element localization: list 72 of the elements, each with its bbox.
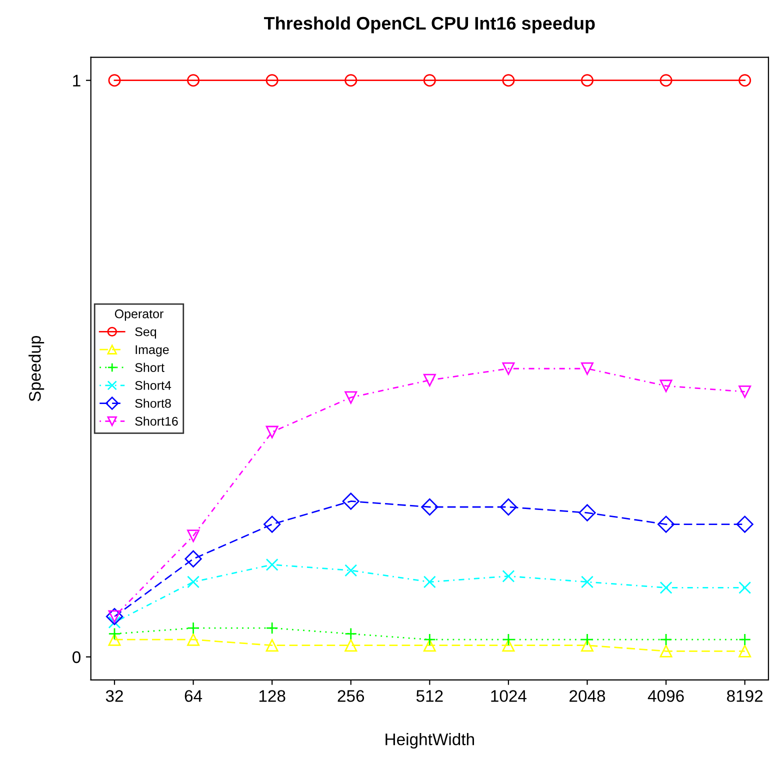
x-tick-label: 64 [184, 690, 202, 702]
legend-label: Short8 [135, 398, 171, 408]
point [187, 74, 200, 87]
legend-label: Short [135, 362, 164, 372]
point [738, 581, 752, 594]
point [736, 516, 754, 533]
point [738, 74, 752, 87]
point [266, 426, 278, 438]
legend-title: Operator [114, 309, 164, 321]
point [187, 530, 200, 542]
point [423, 633, 436, 646]
point [423, 576, 436, 588]
x-tick-label: 4096 [648, 690, 684, 702]
legend-label: Short16 [135, 416, 178, 426]
point [108, 74, 121, 87]
point [660, 380, 672, 392]
x-tick-label: 256 [338, 690, 364, 702]
point [502, 74, 515, 87]
point [421, 498, 438, 516]
chart-title: Threshold OpenCL CPU Int16 speedup [264, 16, 595, 34]
point [344, 564, 358, 577]
x-tick-label: 128 [259, 690, 286, 702]
point [266, 74, 278, 87]
point [344, 628, 358, 640]
point [578, 504, 596, 522]
point [264, 516, 281, 533]
point [660, 581, 672, 594]
point [423, 74, 436, 87]
point [738, 385, 752, 398]
point [738, 633, 752, 646]
point [502, 639, 515, 652]
x-tick-label: 8192 [727, 690, 763, 702]
point [108, 628, 121, 640]
legend-label: Short4 [135, 380, 172, 390]
x-tick-label: 1024 [491, 690, 527, 702]
point [423, 374, 436, 386]
point [580, 633, 594, 646]
y-tick-label: 1 [73, 74, 80, 86]
legend-label: Image [136, 345, 169, 357]
x-axis-title: HeightWidth [386, 732, 474, 749]
point [108, 633, 121, 646]
point [502, 362, 515, 375]
point [344, 639, 358, 652]
point [580, 576, 594, 588]
point [423, 639, 436, 652]
x-tick-label: 2048 [570, 690, 606, 702]
legend-label: Seq [135, 327, 156, 339]
point [187, 633, 200, 646]
point [738, 644, 752, 658]
point [187, 576, 200, 588]
point [657, 516, 675, 533]
point [187, 622, 200, 634]
point [502, 633, 515, 646]
point [580, 362, 594, 375]
x-tick-label: 512 [416, 690, 443, 702]
point [266, 558, 278, 571]
point [580, 74, 594, 87]
point [660, 633, 672, 646]
y-axis-title: Speedup [28, 336, 44, 402]
point [266, 639, 278, 652]
point [344, 74, 358, 87]
point [342, 492, 360, 510]
point [184, 550, 202, 568]
point [344, 391, 358, 404]
point [500, 498, 518, 516]
y-tick-label: 0 [72, 651, 80, 664]
x-tick-label: 32 [106, 690, 123, 702]
point [266, 622, 278, 634]
point [502, 570, 515, 582]
point [580, 639, 594, 652]
point [660, 74, 672, 87]
point [660, 644, 672, 658]
